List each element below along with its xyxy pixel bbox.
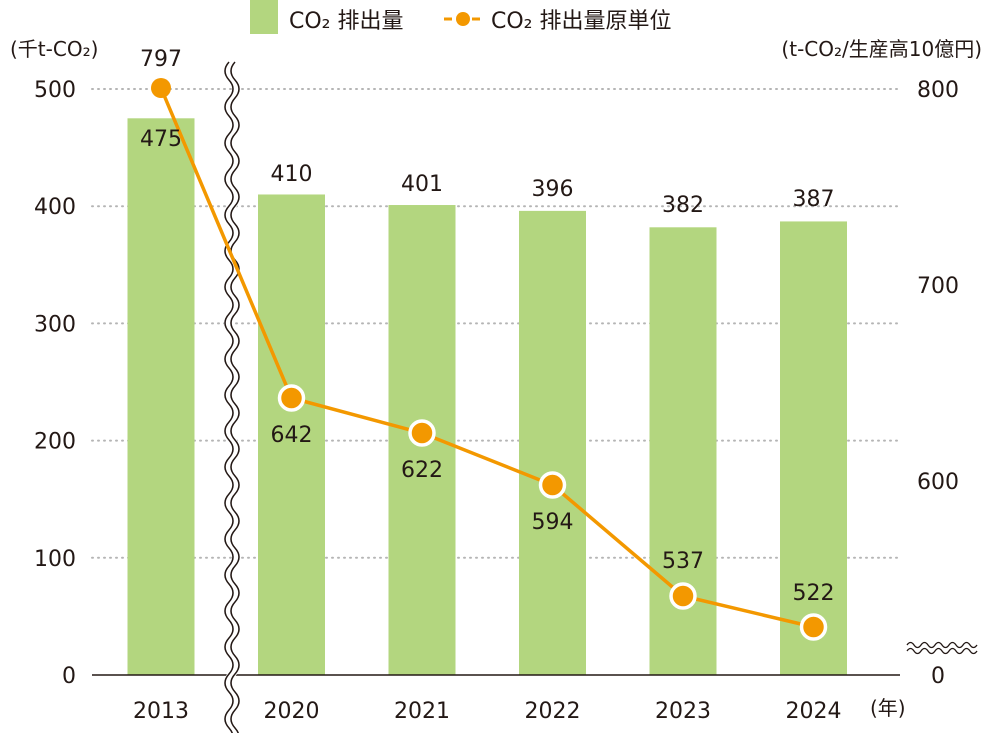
right-axis-break <box>906 641 978 649</box>
x-tick-label: 2024 <box>786 699 842 724</box>
legend-line-marker <box>456 12 470 26</box>
line-point-2023 <box>669 582 697 610</box>
line-value-label: 522 <box>793 581 835 606</box>
left-tick-label: 300 <box>34 312 76 337</box>
bar-value-label: 382 <box>662 193 704 218</box>
line-value-label: 622 <box>401 458 443 483</box>
right-tick-label: 800 <box>917 78 959 103</box>
right-tick-label: 600 <box>917 470 959 495</box>
legend-line-label: CO₂ 排出量原単位 <box>491 9 672 34</box>
right-axis-break <box>906 647 978 655</box>
bar-value-label: 401 <box>401 172 443 197</box>
left-tick-label: 0 <box>62 664 76 689</box>
line-point-2021 <box>408 419 436 447</box>
line-series <box>159 87 814 629</box>
legend-bar-label: CO₂ 排出量 <box>289 9 404 34</box>
x-tick-label: 2022 <box>525 699 581 724</box>
left-tick-label: 500 <box>34 78 76 103</box>
bar-2020 <box>258 194 325 676</box>
line-value-label: 797 <box>140 47 182 72</box>
left-tick-label: 400 <box>34 195 76 220</box>
legend-bar-swatch <box>250 0 278 34</box>
bar-2022 <box>519 210 586 675</box>
right-tick-label: 700 <box>917 274 959 299</box>
bar-2013 <box>127 118 195 676</box>
axis-break-line <box>224 61 234 737</box>
line-point-2020 <box>277 384 306 412</box>
x-tick-label: 2013 <box>133 699 189 724</box>
bar-value-label: 475 <box>140 127 182 152</box>
line-value-label: 594 <box>532 510 574 535</box>
line-value-label: 537 <box>662 549 704 574</box>
line-value-label: 642 <box>271 423 313 448</box>
x-tick-label: 2020 <box>264 699 320 724</box>
line-point-2024 <box>799 613 828 641</box>
x-tick-label: 2021 <box>394 699 450 724</box>
bar-value-label: 410 <box>271 162 313 187</box>
right-tick-label: 0 <box>931 664 945 689</box>
x-axis-unit-label: (年) <box>870 696 906 720</box>
left-tick-label: 100 <box>34 547 76 572</box>
left-tick-label: 200 <box>34 430 76 455</box>
legend: CO₂ 排出量 CO₂ 排出量原単位 <box>250 0 672 34</box>
left-axis-label: (千t-CO₂) <box>10 37 98 61</box>
line-point-2013 <box>151 78 171 98</box>
x-tick-label: 2023 <box>655 699 711 724</box>
bar-2024 <box>780 221 847 675</box>
axis-break-line <box>230 61 240 737</box>
bar-value-label: 396 <box>532 177 574 202</box>
bar-value-label: 387 <box>793 187 835 212</box>
axis-break-mask <box>224 59 240 737</box>
right-axis-label: (t-CO₂/生産高10億円) <box>781 37 982 61</box>
line-point-2022 <box>538 471 567 499</box>
